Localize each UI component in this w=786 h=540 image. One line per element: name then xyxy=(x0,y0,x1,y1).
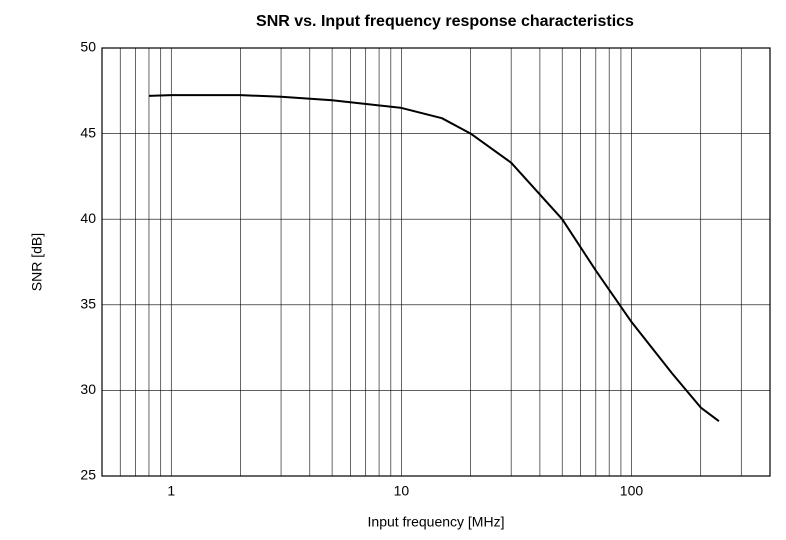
x-axis-label: Input frequency [MHz] xyxy=(368,514,505,530)
y-tick-label: 45 xyxy=(80,124,96,140)
line xyxy=(148,94,720,423)
plot-frame xyxy=(101,47,771,477)
y-axis-label: SNR [dB] xyxy=(29,233,45,291)
y-tick-label: 35 xyxy=(80,296,96,312)
y-tick-label: 40 xyxy=(80,210,96,226)
x-tick-label: 100 xyxy=(620,483,644,499)
chart-title: SNR vs. Input frequency response charact… xyxy=(256,13,634,30)
y-tick-label: 50 xyxy=(80,39,96,55)
y-tick-label: 25 xyxy=(80,467,96,483)
x-tick-label: 10 xyxy=(394,483,410,499)
y-tick-label: 30 xyxy=(80,381,96,397)
x-tick-label: 1 xyxy=(167,483,175,499)
